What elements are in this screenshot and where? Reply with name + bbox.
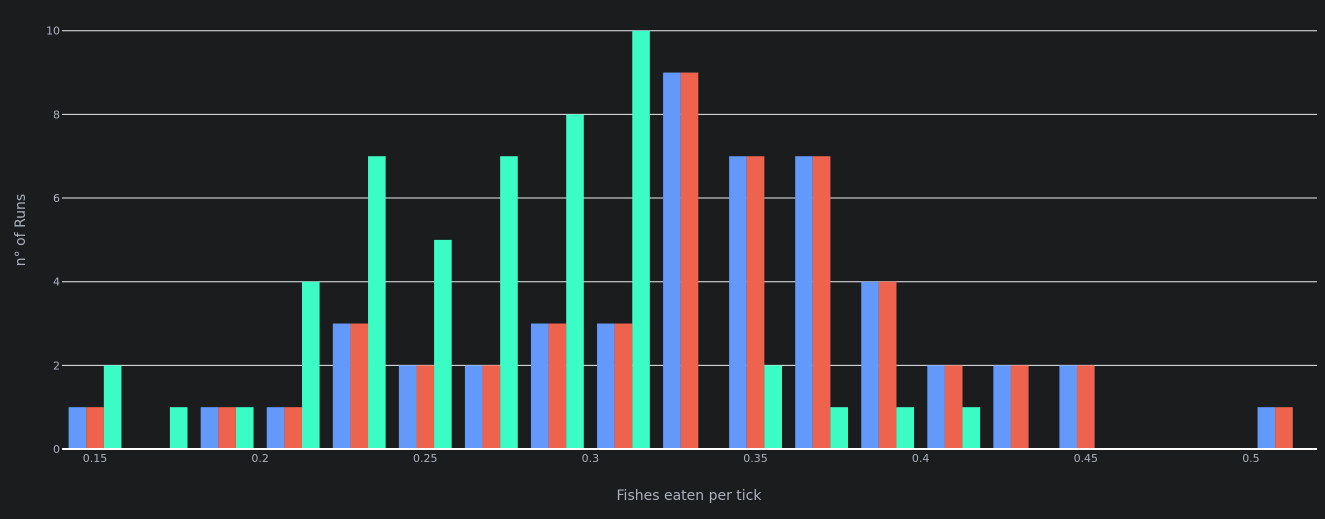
histogram-bar (1077, 365, 1095, 449)
histogram-bar (729, 156, 747, 449)
histogram-bar (266, 407, 285, 449)
histogram-bar (530, 323, 549, 449)
histogram-bar (597, 323, 615, 449)
histogram-bar (680, 72, 699, 449)
x-axis-title: Fishes eaten per tick (617, 488, 763, 504)
histogram-bar (434, 239, 452, 449)
y-tick-label: 10 (46, 25, 60, 38)
histogram-bar (368, 156, 386, 449)
axes: 0 2 4 6 8 10 0.15 0.2 0.25 0.3 0.35 0.4 0.45 0.5 (46, 25, 1317, 465)
y-tick-label: 4 (53, 276, 60, 289)
x-tick-label: 0.25 (413, 452, 438, 465)
bars (68, 30, 1293, 449)
histogram-bar (1059, 365, 1077, 449)
histogram-bar (812, 156, 831, 449)
histogram-bar (962, 407, 981, 449)
histogram-bar (68, 407, 87, 449)
histogram-bar (416, 365, 435, 449)
histogram-bar (1257, 407, 1276, 449)
histogram-bar (350, 323, 369, 449)
histogram-bar (1010, 365, 1029, 449)
histogram-bar (896, 407, 915, 449)
histogram-bar (746, 156, 765, 449)
histogram-bar (1275, 407, 1293, 449)
histogram-bar (301, 281, 320, 449)
histogram-bar (614, 323, 633, 449)
histogram-bar (464, 365, 483, 449)
histogram-bar (86, 407, 104, 449)
histogram-bar (878, 281, 897, 449)
x-tick-label: 0.15 (83, 452, 108, 465)
y-tick-label: 8 (53, 108, 60, 121)
histogram-bar (993, 365, 1011, 449)
histogram-bar (830, 407, 849, 449)
histogram-bar (284, 407, 302, 449)
histogram-bar (764, 365, 782, 449)
histogram-bar (927, 365, 945, 449)
x-tick-label: 0.4 (912, 452, 930, 465)
y-tick-label: 2 (53, 359, 60, 372)
histogram-bar (566, 114, 584, 449)
x-tick-label: 0.3 (582, 452, 600, 465)
y-axis-title: n° of Runs (13, 194, 29, 266)
histogram-bar (103, 365, 122, 449)
histogram-bar (169, 407, 188, 449)
x-tick-label: 0.35 (743, 452, 768, 465)
histogram-bar (332, 323, 351, 449)
x-tick-label: 0.2 (251, 452, 269, 465)
x-tick-label: 0.5 (1242, 452, 1260, 465)
histogram-bar (663, 72, 681, 449)
histogram-bar (218, 407, 236, 449)
y-tick-label: 0 (53, 443, 60, 456)
histogram-bar (482, 365, 501, 449)
histogram-bar (632, 30, 650, 449)
histogram-bar (200, 407, 219, 449)
histogram-bar (944, 365, 963, 449)
histogram-bar (500, 156, 518, 449)
x-tick-label: 0.45 (1074, 452, 1099, 465)
histogram-bar (548, 323, 567, 449)
histogram-bar (235, 407, 254, 449)
histogram-bar (795, 156, 813, 449)
histogram-bar (398, 365, 417, 449)
y-tick-label: 6 (53, 192, 60, 205)
histogram-bar (861, 281, 879, 449)
